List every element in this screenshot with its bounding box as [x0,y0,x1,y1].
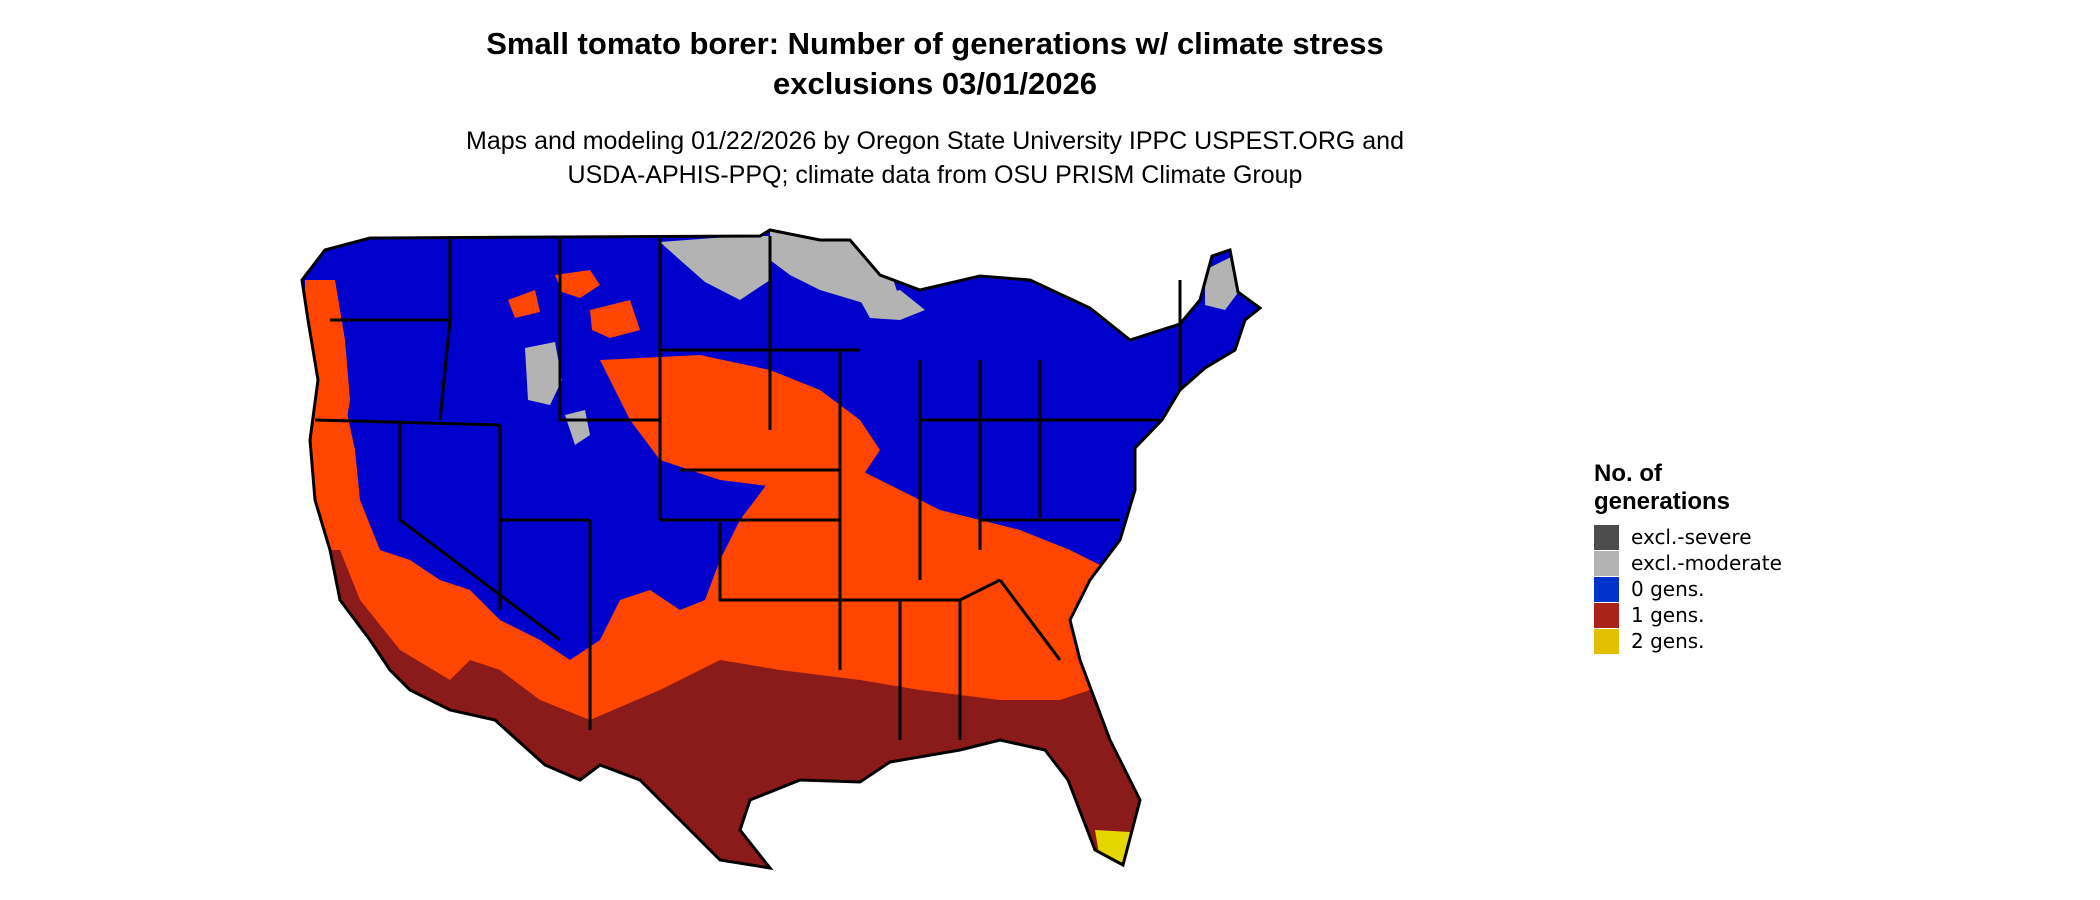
zone-patch-mt3 [590,300,640,338]
title-line-1: Small tomato borer: Number of generation… [486,26,1384,61]
legend-item: excl.-moderate [1594,550,1782,576]
legend-item: 2 gens. [1594,628,1782,654]
zone-patch-mt2 [508,290,540,318]
legend-item: 0 gens. [1594,576,1782,602]
legend-label: 1 gens. [1631,603,1705,627]
zone-coast-orange [305,280,370,550]
border-ca-nv [398,420,561,642]
title-line-2: exclusions 03/01/2026 [772,66,1097,101]
legend-label: 0 gens. [1631,577,1705,601]
legend-swatch [1594,628,1619,654]
map-subtitle: Maps and modeling 01/22/2026 by Oregon S… [0,124,1870,192]
subtitle-line-1: Maps and modeling 01/22/2026 by Oregon S… [466,127,1404,155]
subtitle-line-2: USDA-APHIS-PPQ; climate data from OSU PR… [567,161,1303,189]
zone-gray-wi [860,290,925,320]
us-generations-map [300,228,1263,871]
legend-label: excl.-severe [1631,525,1752,549]
border-id-west [438,236,452,421]
legend-items: excl.-severe excl.-moderate 0 gens. 1 gens.… [1594,524,1782,654]
legend-label: excl.-moderate [1631,551,1782,575]
legend-item: excl.-severe [1594,524,1782,550]
zone-plains-orange [600,355,880,490]
zone-gray-wy [525,342,562,405]
legend-swatch [1594,576,1619,602]
zone-gray-mn [770,230,900,305]
legend-title: No. of generations [1594,460,1731,515]
border-mt-wy [558,236,660,422]
generations-raster [302,230,1260,868]
legend-item: 1 gens. [1594,602,1782,628]
border-or-nv [314,418,501,427]
map-title: Small tomato borer: Number of generation… [0,24,1870,104]
zone-gray-nd [660,236,770,300]
border-ok-tx [718,520,840,602]
us-outline [300,228,1263,871]
legend-swatch [1594,602,1619,628]
zone-gray-me [1205,255,1240,310]
state-borders [300,228,1263,871]
zone-patch-mt [555,270,600,298]
legend-label: 2 gens. [1631,629,1705,653]
legend: No. of generations excl.-severe excl.-mod… [1594,460,1782,654]
legend-swatch [1594,524,1619,550]
legend-swatch [1594,550,1619,576]
border-ga-sc [998,579,1062,661]
